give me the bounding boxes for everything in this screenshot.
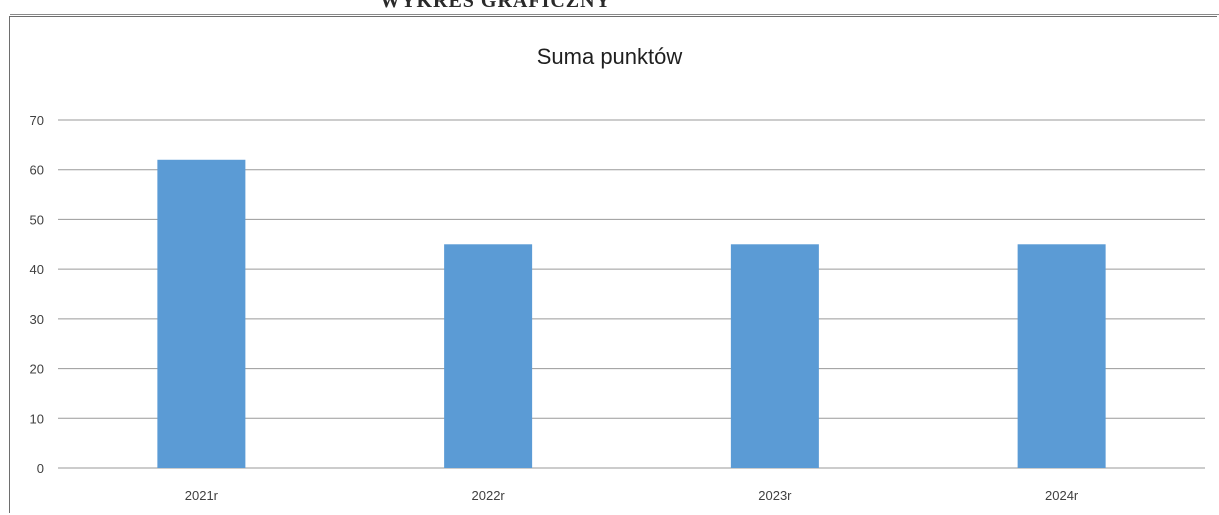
y-tick-label: 40: [30, 262, 44, 277]
x-tick-label: 2024r: [1045, 488, 1079, 503]
chart-frame: [9, 16, 1217, 513]
header-divider: [10, 14, 1219, 15]
y-tick-label: 20: [30, 362, 44, 377]
y-tick-label: 50: [30, 212, 44, 227]
y-tick-label: 60: [30, 163, 44, 178]
y-tick-label: 30: [30, 312, 44, 327]
y-tick-label: 70: [30, 113, 44, 128]
chart-title: Suma punktów: [536, 44, 683, 69]
x-tick-label: 2021r: [185, 488, 219, 503]
bar: [157, 159, 246, 468]
bar: [730, 244, 819, 468]
x-tick-label: 2022r: [472, 488, 506, 503]
y-tick-label: 10: [30, 411, 44, 426]
bar: [444, 244, 533, 468]
x-tick-label: 2023r: [758, 488, 792, 503]
bar: [1017, 244, 1106, 468]
header-title: WYKRES GRAFICZNY: [380, 0, 612, 12]
top-header-strip: WYKRES GRAFICZNY: [0, 0, 1219, 16]
y-tick-label: 0: [37, 461, 44, 476]
